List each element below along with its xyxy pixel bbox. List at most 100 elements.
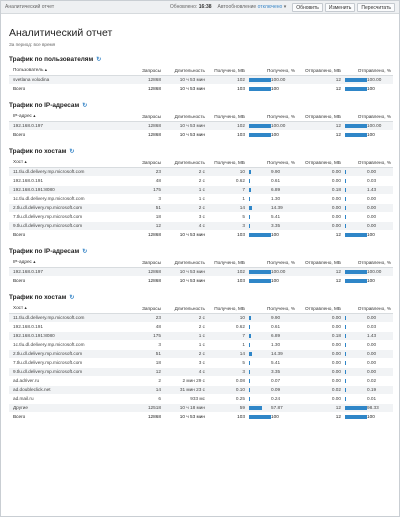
column-header-received[interactable]: Получено, МБ xyxy=(207,112,247,122)
table-row[interactable]: 11.tlu.dl.delivery.mp.microsoft.com 23 2 с… xyxy=(9,167,393,177)
column-header-name[interactable]: Хост ▴ xyxy=(9,304,119,314)
percent-indicator: 0.00 xyxy=(345,369,391,374)
column-header-duration[interactable]: Длительность xyxy=(163,258,207,268)
column-header-received-pct[interactable]: Получено, % xyxy=(247,66,297,76)
column-header-requests[interactable]: Запросы xyxy=(119,66,163,76)
column-header-requests[interactable]: Запросы xyxy=(119,258,163,268)
table-row[interactable]: 192.168.0.191:8080 175 1 с 7 6.89 0.18 1.43 xyxy=(9,331,393,341)
percent-cell: 0.24 xyxy=(247,394,297,404)
table-row[interactable]: svetlana volodina 12868 10 ч 53 мин 102 100.… xyxy=(9,75,393,85)
column-header-requests[interactable]: Запросы xyxy=(119,158,163,168)
column-header-requests[interactable]: Запросы xyxy=(119,112,163,122)
received-mb-value: 0.62 xyxy=(207,322,247,332)
table-row[interactable]: 11.tlu.dl.delivery.mp.microsoft.com 23 2 с… xyxy=(9,313,393,323)
column-header-sent-pct[interactable]: Отправлено, % xyxy=(343,258,393,268)
column-header-name[interactable]: IP-адрес ▴ xyxy=(9,258,119,268)
column-header-received-pct[interactable]: Получено, % xyxy=(247,258,297,268)
column-header-duration[interactable]: Длительность xyxy=(163,112,207,122)
column-header-sent[interactable]: Отправлено, МБ xyxy=(297,158,343,168)
table-row[interactable]: ad.mail.ru 6 933 мс 0.25 0.24 0.00 0.01 xyxy=(9,394,393,404)
percent-value: 5.41 xyxy=(271,360,281,365)
percent-indicator: 5.41 xyxy=(249,360,295,365)
column-header-sent-pct[interactable]: Отправлено, % xyxy=(343,158,393,168)
percent-bar xyxy=(345,132,367,137)
bar-track xyxy=(345,387,367,392)
refresh-button[interactable]: Обновить xyxy=(292,2,323,12)
column-header-sent[interactable]: Отправлено, МБ xyxy=(297,112,343,122)
percent-cell: 100 xyxy=(343,129,393,139)
duration-value: 10 ч 53 мин xyxy=(163,267,207,277)
table-row[interactable]: 192.168.0.191 48 2 с 0.62 0.61 0.00 0.03 xyxy=(9,176,393,186)
requests-value: 3 xyxy=(119,340,163,350)
refresh-icon[interactable]: ↻ xyxy=(82,249,88,255)
bar-track xyxy=(345,77,367,82)
total-row[interactable]: Всего 12868 10 ч 53 мин 103 100 12 100 xyxy=(9,275,393,285)
column-header-sent-pct[interactable]: Отправлено, % xyxy=(343,112,393,122)
duration-value: 2 мин 29 с xyxy=(163,376,207,386)
auto-refresh-state[interactable]: отключено xyxy=(257,4,283,10)
refresh-icon[interactable]: ↻ xyxy=(69,295,75,301)
table-row[interactable]: 192.168.0.191 48 2 с 0.62 0.61 0.00 0.03 xyxy=(9,322,393,332)
table-row[interactable]: ad.adriver.ru 2 2 мин 29 с 0.08 0.07 0.00 0.02 xyxy=(9,376,393,386)
column-header-sent[interactable]: Отправлено, МБ xyxy=(297,304,343,314)
chevron-down-icon[interactable]: ▾ xyxy=(283,4,287,10)
column-header-sent-pct[interactable]: Отправлено, % xyxy=(343,304,393,314)
column-header-received-pct[interactable]: Получено, % xyxy=(247,304,297,314)
table-row[interactable]: ad.doubleclick.net 14 31 мин 23 с 0.10 0.09 0… xyxy=(9,385,393,395)
column-header-sent[interactable]: Отправлено, МБ xyxy=(297,66,343,76)
column-header-received[interactable]: Получено, МБ xyxy=(207,66,247,76)
column-header-received[interactable]: Получено, МБ xyxy=(207,304,247,314)
percent-cell: 1.30 xyxy=(247,194,297,204)
percent-bar xyxy=(345,187,346,192)
table-row[interactable]: Другие 12518 10 ч 18 мин 59 57.87 12 98.33 xyxy=(9,403,393,413)
column-header-received-pct[interactable]: Получено, % xyxy=(247,158,297,168)
table-header: IP-адрес ▴ Запросы Длительность Получено, М… xyxy=(9,112,393,122)
column-header-name[interactable]: IP-адрес ▴ xyxy=(9,112,119,122)
total-row[interactable]: Всего 12868 10 ч 53 мин 103 100 12 100 xyxy=(9,229,393,239)
column-header-duration[interactable]: Длительность xyxy=(163,304,207,314)
row-name: 9.tlu.dl.delivery.mp.microsoft.com xyxy=(9,367,119,377)
table-row[interactable]: 192.168.0.197 12868 10 ч 53 мин 102 100.00 12… xyxy=(9,121,393,131)
column-header-sent[interactable]: Отправлено, МБ xyxy=(297,258,343,268)
percent-value: 0.61 xyxy=(271,178,281,183)
percent-value: 3.35 xyxy=(271,369,281,374)
table-row[interactable]: 192.168.0.191:8080 175 1 с 7 6.89 0.18 1.43 xyxy=(9,185,393,195)
total-row[interactable]: Всего 12868 10 ч 53 мин 103 100 12 100 xyxy=(9,411,393,421)
percent-value: 6.89 xyxy=(271,187,281,192)
report-sections: Трафик по пользователям ↻ Пользователь ▴ За… xyxy=(9,55,393,421)
recalculate-button[interactable]: Пересчитать xyxy=(357,2,395,12)
column-header-received-pct[interactable]: Получено, % xyxy=(247,112,297,122)
table-row[interactable]: 192.168.0.197 12868 10 ч 53 мин 102 100.00 12… xyxy=(9,267,393,277)
column-header-sent-pct[interactable]: Отправлено, % xyxy=(343,66,393,76)
column-header-name[interactable]: Пользователь ▴ xyxy=(9,66,119,76)
column-header-name[interactable]: Хост ▴ xyxy=(9,158,119,168)
refresh-icon[interactable]: ↻ xyxy=(69,149,75,155)
percent-bar xyxy=(249,132,271,137)
column-header-duration[interactable]: Длительность xyxy=(163,66,207,76)
bar-track xyxy=(345,369,367,374)
total-row[interactable]: Всего 12868 10 ч 53 мин 103 100 12 100 xyxy=(9,83,393,93)
refresh-icon[interactable]: ↻ xyxy=(96,57,102,63)
percent-value: 0.02 xyxy=(367,378,377,383)
column-header-requests[interactable]: Запросы xyxy=(119,304,163,314)
column-header-received[interactable]: Получено, МБ xyxy=(207,258,247,268)
auto-refresh-label: Автообновление xyxy=(217,4,257,10)
refresh-icon[interactable]: ↻ xyxy=(82,103,88,109)
percent-cell: 1.30 xyxy=(247,340,297,350)
column-header-received[interactable]: Получено, МБ xyxy=(207,158,247,168)
sent-mb-value: 0.18 xyxy=(297,331,343,341)
edit-button[interactable]: Изменить xyxy=(324,2,356,12)
auto-refresh-toggle[interactable]: Автообновление отключено ▾ xyxy=(218,4,287,10)
percent-bar xyxy=(345,342,346,347)
traffic-section: Трафик по хостам ↻ Хост ▴ Запросы Длительнос… xyxy=(9,293,393,421)
column-header-duration[interactable]: Длительность xyxy=(163,158,207,168)
total-row[interactable]: Всего 12868 10 ч 53 мин 103 100 12 100 xyxy=(9,129,393,139)
